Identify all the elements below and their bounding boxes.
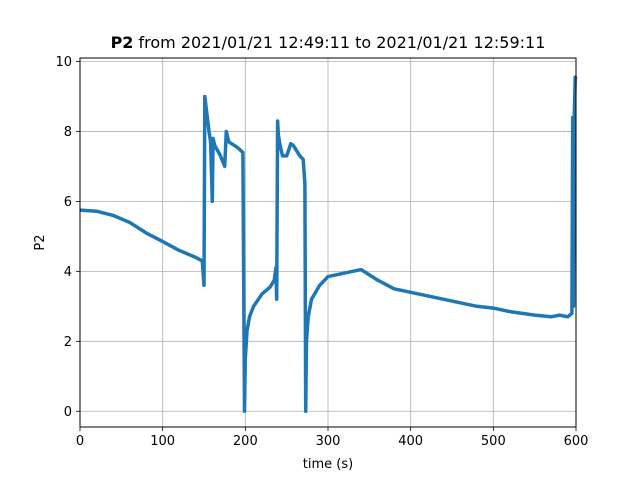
x-tick-label: 200 <box>233 434 258 449</box>
chart-title-bold: P2 <box>111 33 134 52</box>
x-tick-label: 500 <box>481 434 506 449</box>
x-tick-label: 0 <box>76 434 84 449</box>
x-tick-label: 100 <box>150 434 175 449</box>
x-axis-label: time (s) <box>303 457 353 472</box>
grid <box>79 58 577 427</box>
y-tick-label: 2 <box>64 335 72 350</box>
x-tick-label: 600 <box>564 434 589 449</box>
chart-title: P2 from 2021/01/21 12:49:11 to 2021/01/2… <box>111 33 546 52</box>
ticks: 0 100 200 300 400 500 600 0 2 4 6 8 10 <box>55 55 588 449</box>
series-line-core <box>79 76 577 412</box>
x-tick-label: 300 <box>316 434 341 449</box>
y-tick-label: 4 <box>64 265 72 280</box>
chart-title-rest: from 2021/01/21 12:49:11 to 2021/01/21 1… <box>133 33 545 52</box>
series-layer <box>79 75 578 414</box>
y-tick-label: 8 <box>64 125 72 140</box>
y-tick-label: 6 <box>64 195 72 210</box>
x-tick-label: 400 <box>398 434 423 449</box>
y-tick-label: 10 <box>55 55 72 70</box>
y-axis-label: P2 <box>33 234 48 250</box>
y-tick-label: 0 <box>64 405 72 420</box>
